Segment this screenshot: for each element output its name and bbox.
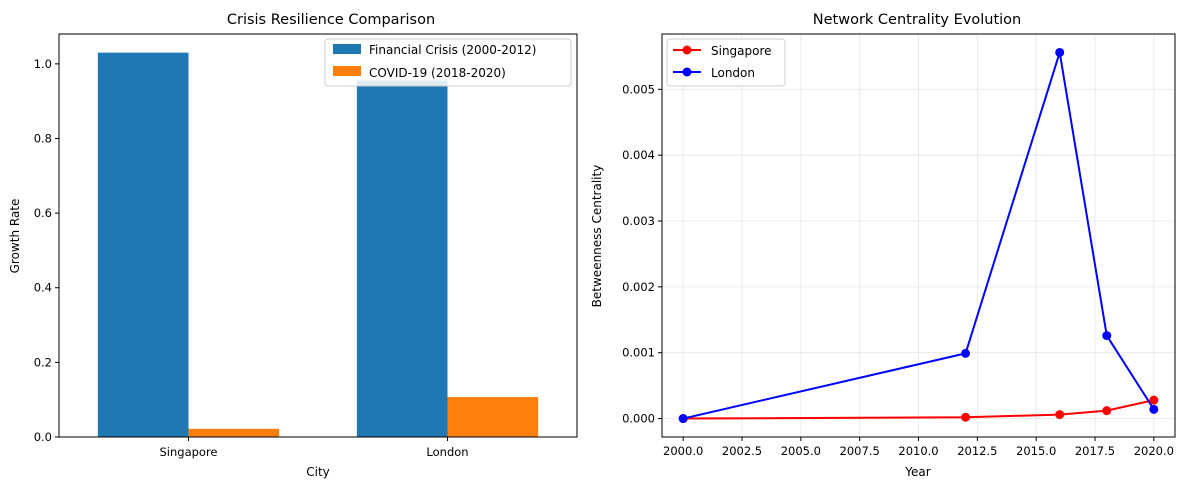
y-tick-label: 0.0 (34, 430, 52, 444)
line-chart-title: Network Centrality Evolution (813, 12, 1021, 28)
y-tick-label: 0.8 (34, 131, 52, 145)
x-tick-label: 2005.0 (781, 444, 821, 458)
bar-plot-area: Singapore London 0.0 0.2 0.4 0.6 0.8 1.0 (34, 52, 539, 459)
y-tick-label: 0.005 (622, 82, 655, 96)
bar-chart-panel: Crisis Resilience Comparison Singapore Lo… (8, 12, 578, 479)
bar-chart-title: Crisis Resilience Comparison (227, 12, 435, 28)
bar-axes-frame (58, 33, 578, 438)
line-plot-area: 2000.0 2002.5 2005.0 2007.5 2010.0 2012.5 2015… (622, 34, 1175, 458)
point-london-2020 (1149, 404, 1159, 414)
point-london-2012 (961, 348, 971, 358)
x-tick-label: 2012.5 (957, 444, 997, 458)
x-tick-label: 2015.0 (1016, 444, 1056, 458)
x-tick-label: 2020.0 (1134, 444, 1174, 458)
line-y-axis-label: Betweenness Centrality (590, 165, 604, 308)
line-chart-panel: Network Centrality Evolution 2000.0 2002.… (590, 12, 1176, 479)
bar-covid-19-2018-2020-london (447, 397, 539, 437)
line-legend: Singapore London (666, 38, 786, 87)
y-tick-label: 0.000 (622, 412, 655, 426)
x-tick-label-singapore: Singapore (159, 445, 217, 459)
legend-swatch-financial-crisis (333, 44, 361, 54)
point-singapore-2018 (1102, 406, 1112, 416)
bar-legend-box (324, 38, 572, 87)
y-tick-label: 0.4 (34, 281, 52, 295)
point-london-2016 (1055, 47, 1065, 57)
y-tick-label: 0.004 (622, 148, 655, 162)
bar-financial-crisis-2000-2012-singapore (97, 52, 189, 437)
bar-x-axis-label: City (306, 465, 330, 479)
bar-financial-crisis-2000-2012-london (356, 80, 448, 437)
line-axes-frame (661, 33, 1176, 438)
x-tick-label: 2017.5 (1075, 444, 1115, 458)
y-tick-label: 0.002 (622, 280, 655, 294)
legend-label-financial-crisis: Financial Crisis (2000-2012) (369, 43, 536, 57)
bar-y-axis-label: Growth Rate (8, 199, 22, 274)
point-london-2000 (678, 414, 688, 424)
y-tick-label: 0.6 (34, 206, 52, 220)
x-tick-label: 2002.5 (722, 444, 762, 458)
y-tick-label: 0.003 (622, 214, 655, 228)
point-london-2018 (1102, 331, 1112, 341)
x-tick-label: 2010.0 (898, 444, 938, 458)
x-tick-label-london: London (426, 445, 468, 459)
point-singapore-2016 (1055, 410, 1065, 420)
bar-covid-19-2018-2020-singapore (188, 428, 280, 437)
y-tick-label: 0.2 (34, 355, 52, 369)
x-tick-label: 2007.5 (840, 444, 880, 458)
point-singapore-2020 (1149, 395, 1159, 405)
legend-marker-london (682, 67, 692, 77)
y-tick-label: 0.001 (622, 346, 655, 360)
legend-label-singapore: Singapore (711, 44, 772, 58)
legend-marker-singapore (682, 45, 692, 55)
x-tick-label: 2000.0 (663, 444, 703, 458)
bar-legend: Financial Crisis (2000-2012) COVID-19 (2… (324, 38, 572, 87)
legend-label-covid: COVID-19 (2018-2020) (369, 66, 506, 80)
legend-swatch-covid (333, 66, 361, 76)
line-x-axis-label: Year (904, 465, 930, 479)
point-singapore-2012 (961, 412, 971, 422)
y-tick-label: 1.0 (34, 57, 52, 71)
legend-label-london: London (711, 66, 755, 80)
